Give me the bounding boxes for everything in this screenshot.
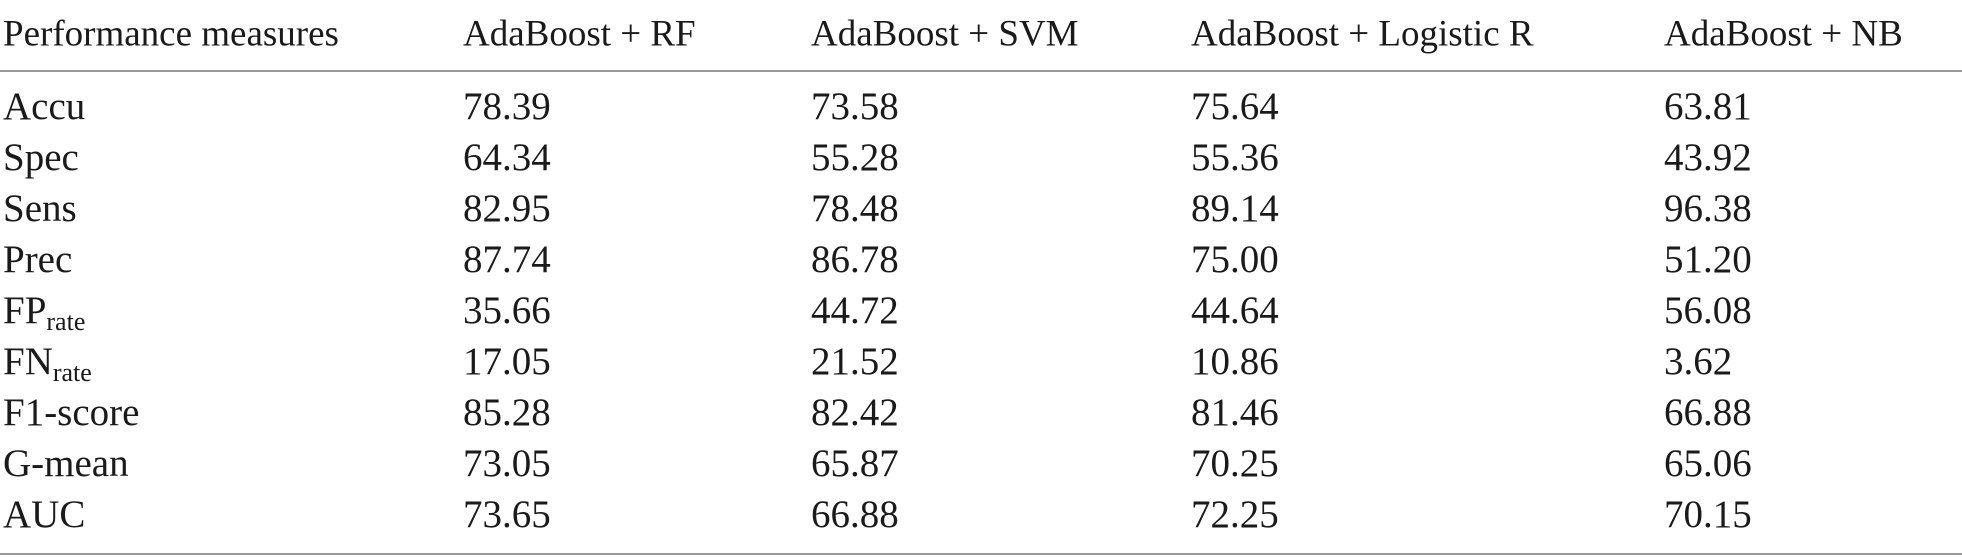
row-label: Spec (3, 136, 79, 179)
cell-value: 75.64 (1191, 85, 1279, 128)
cell-value: 64.34 (463, 136, 551, 179)
cell-value: 87.74 (463, 238, 551, 281)
row-label-main: F1-score (3, 391, 139, 434)
cell-value: 43.92 (1664, 136, 1752, 179)
cell-value: 70.25 (1191, 442, 1279, 485)
cell-value: 82.95 (463, 187, 551, 230)
cell-value: 17.05 (463, 340, 551, 383)
column-header: AdaBoost + NB (1664, 13, 1903, 54)
cell-value: 44.72 (811, 289, 899, 332)
row-label-main: FP (3, 289, 46, 332)
cell-value: 82.42 (811, 391, 899, 434)
cell-value: 63.81 (1664, 85, 1752, 128)
cell-value: 66.88 (1664, 391, 1752, 434)
cell-value: 35.66 (463, 289, 551, 332)
cell-value: 3.62 (1664, 340, 1732, 383)
row-label-main: AUC (3, 493, 85, 536)
cell-value: 55.28 (811, 136, 899, 179)
row-label-main: Accu (3, 85, 85, 128)
cell-value: 44.64 (1191, 289, 1279, 332)
cell-value: 72.25 (1191, 493, 1279, 536)
cell-value: 70.15 (1664, 493, 1752, 536)
row-label: FNrate (3, 340, 92, 387)
cell-value: 56.08 (1664, 289, 1752, 332)
row-label-main: Prec (3, 238, 72, 281)
cell-value: 65.06 (1664, 442, 1752, 485)
cell-value: 81.46 (1191, 391, 1279, 434)
row-label-main: Spec (3, 136, 79, 179)
row-label-main: Sens (3, 187, 77, 230)
row-label-sub: rate (46, 307, 85, 336)
cell-value: 10.86 (1191, 340, 1279, 383)
cell-value: 73.05 (463, 442, 551, 485)
row-label: Sens (3, 187, 77, 230)
column-header: AdaBoost + Logistic R (1191, 13, 1534, 54)
cell-value: 21.52 (811, 340, 899, 383)
row-label-main: G-mean (3, 442, 129, 485)
column-header: Performance measures (3, 13, 339, 54)
column-header: AdaBoost + RF (463, 13, 696, 54)
cell-value: 86.78 (811, 238, 899, 281)
row-label-main: FN (3, 340, 53, 383)
cell-value: 89.14 (1191, 187, 1279, 230)
row-label: F1-score (3, 391, 139, 434)
cell-value: 65.87 (811, 442, 899, 485)
row-label: G-mean (3, 442, 129, 485)
row-label: Prec (3, 238, 72, 281)
cell-value: 66.88 (811, 493, 899, 536)
cell-value: 51.20 (1664, 238, 1752, 281)
row-label-sub: rate (53, 358, 92, 387)
row-label: FPrate (3, 289, 85, 336)
cell-value: 78.48 (811, 187, 899, 230)
column-header: AdaBoost + SVM (811, 13, 1079, 54)
cell-value: 73.65 (463, 493, 551, 536)
cell-value: 75.00 (1191, 238, 1279, 281)
cell-value: 73.58 (811, 85, 899, 128)
cell-value: 96.38 (1664, 187, 1752, 230)
cell-value: 78.39 (463, 85, 551, 128)
cell-value: 85.28 (463, 391, 551, 434)
row-label: AUC (3, 493, 85, 536)
row-label: Accu (3, 85, 85, 128)
cell-value: 55.36 (1191, 136, 1279, 179)
